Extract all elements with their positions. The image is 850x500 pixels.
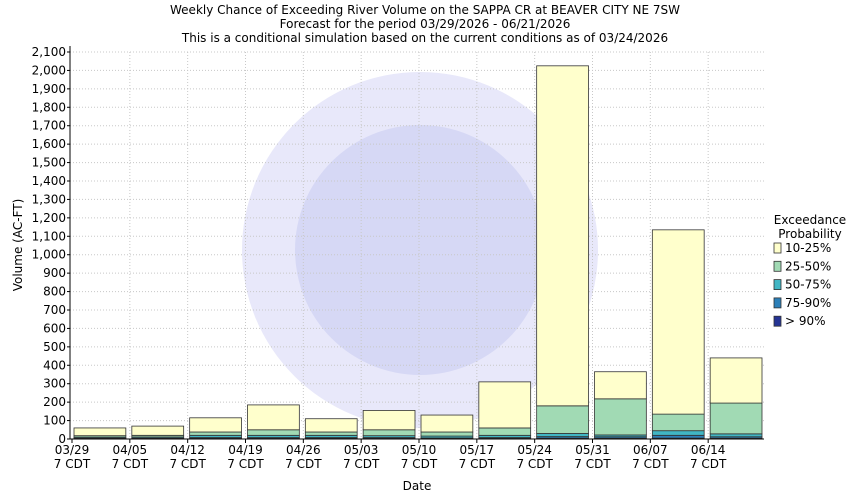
x-tick-label: 05/17 (460, 443, 495, 457)
bar-segment (189, 431, 242, 436)
x-axis-label: Date (403, 479, 432, 493)
y-tick-label: 1,200 (32, 211, 66, 225)
x-tick-label: 7 CDT (574, 457, 611, 471)
legend-swatch (773, 315, 782, 327)
y-tick-label: 0 (58, 432, 66, 446)
bar-segment (189, 417, 242, 433)
legend-swatch (773, 297, 782, 309)
y-tick-label: 1,700 (32, 119, 66, 133)
y-tick-label: 600 (43, 321, 66, 335)
x-tick-label: 04/19 (228, 443, 263, 457)
y-tick-label: 1,900 (32, 82, 66, 96)
y-tick-label: 1,400 (32, 174, 66, 188)
bar-segment (651, 430, 705, 436)
bar-segment (594, 398, 647, 436)
x-tick-label: 7 CDT (169, 457, 206, 471)
bar-segment (709, 433, 763, 438)
legend-title: Exceedance (774, 213, 846, 227)
bar-segment (709, 357, 763, 404)
bar-segment (478, 427, 532, 436)
y-tick-label: 1,500 (32, 156, 66, 170)
y-tick-label: 1,000 (32, 248, 66, 262)
bar-segment (651, 413, 705, 432)
bar-segment (651, 229, 705, 415)
bar-segment (536, 405, 589, 434)
bar-segment (362, 429, 416, 437)
y-tick-label: 700 (43, 303, 66, 317)
y-tick-label: 1,100 (32, 229, 66, 243)
y-tick-label: 300 (43, 377, 66, 391)
y-tick-label: 2,100 (32, 45, 66, 59)
bar-segment (536, 433, 589, 438)
bar-segment (247, 429, 300, 436)
bar-segment (594, 371, 647, 400)
bar-segment (304, 431, 358, 436)
y-tick-label: 500 (43, 340, 66, 354)
x-tick-label: 05/10 (402, 443, 437, 457)
x-tick-label: 7 CDT (54, 457, 91, 471)
x-tick-label: 06/14 (691, 443, 726, 457)
y-tick-label: 900 (43, 266, 66, 280)
x-tick-label: 7 CDT (227, 457, 264, 471)
y-axis-label: Volume (AC-FT) (11, 199, 25, 292)
bar-segment (651, 434, 705, 439)
bar-segment (420, 414, 474, 433)
bar-segment (131, 425, 185, 436)
y-tick-label: 1,600 (32, 137, 66, 151)
bar-segment (709, 402, 763, 435)
x-tick-label: 7 CDT (516, 457, 553, 471)
bar-segment (420, 431, 474, 437)
x-tick-label: 05/24 (517, 443, 552, 457)
bar-segment (73, 427, 127, 437)
x-tick-label: 7 CDT (112, 457, 149, 471)
x-tick-label: 7 CDT (343, 457, 380, 471)
chart-subtitle: This is a conditional simulation based o… (181, 31, 668, 45)
bar-segment (362, 410, 416, 431)
x-tick-label: 03/29 (55, 443, 90, 457)
y-tick-label: 400 (43, 358, 66, 372)
bar-segment (478, 381, 532, 429)
legend-label: 10-25% (785, 241, 831, 255)
x-tick-label: 05/03 (344, 443, 379, 457)
watermark-inner (295, 125, 545, 375)
y-tick-label: 100 (43, 414, 66, 428)
x-tick-label: 04/12 (170, 443, 205, 457)
legend-swatch (773, 279, 782, 291)
x-tick-label: 7 CDT (632, 457, 669, 471)
bar-segment (304, 418, 358, 433)
x-tick-label: 7 CDT (401, 457, 438, 471)
chart-title: Weekly Chance of Exceeding River Volume … (170, 3, 680, 17)
legend-title: Probability (778, 227, 841, 241)
bar-segment (536, 65, 589, 407)
legend-label: 25-50% (785, 259, 831, 273)
legend-label: > 90% (785, 314, 826, 328)
legend-swatch (773, 260, 782, 272)
x-tick-label: 06/07 (633, 443, 668, 457)
y-tick-label: 1,300 (32, 192, 66, 206)
bar-segment (247, 404, 300, 431)
y-tick-label: 200 (43, 395, 66, 409)
chart-subtitle: Forecast for the period 03/29/2026 - 06/… (280, 17, 571, 31)
legend-swatch (773, 242, 782, 254)
legend-label: 75-90% (785, 296, 831, 310)
y-tick-label: 1,800 (32, 100, 66, 114)
x-tick-label: 7 CDT (690, 457, 727, 471)
x-tick-label: 04/05 (113, 443, 148, 457)
x-tick-label: 7 CDT (285, 457, 322, 471)
x-tick-label: 04/26 (286, 443, 321, 457)
y-tick-label: 800 (43, 285, 66, 299)
y-tick-label: 2,000 (32, 63, 66, 77)
legend-label: 50-75% (785, 278, 831, 292)
x-tick-label: 05/31 (575, 443, 610, 457)
x-tick-label: 7 CDT (459, 457, 496, 471)
